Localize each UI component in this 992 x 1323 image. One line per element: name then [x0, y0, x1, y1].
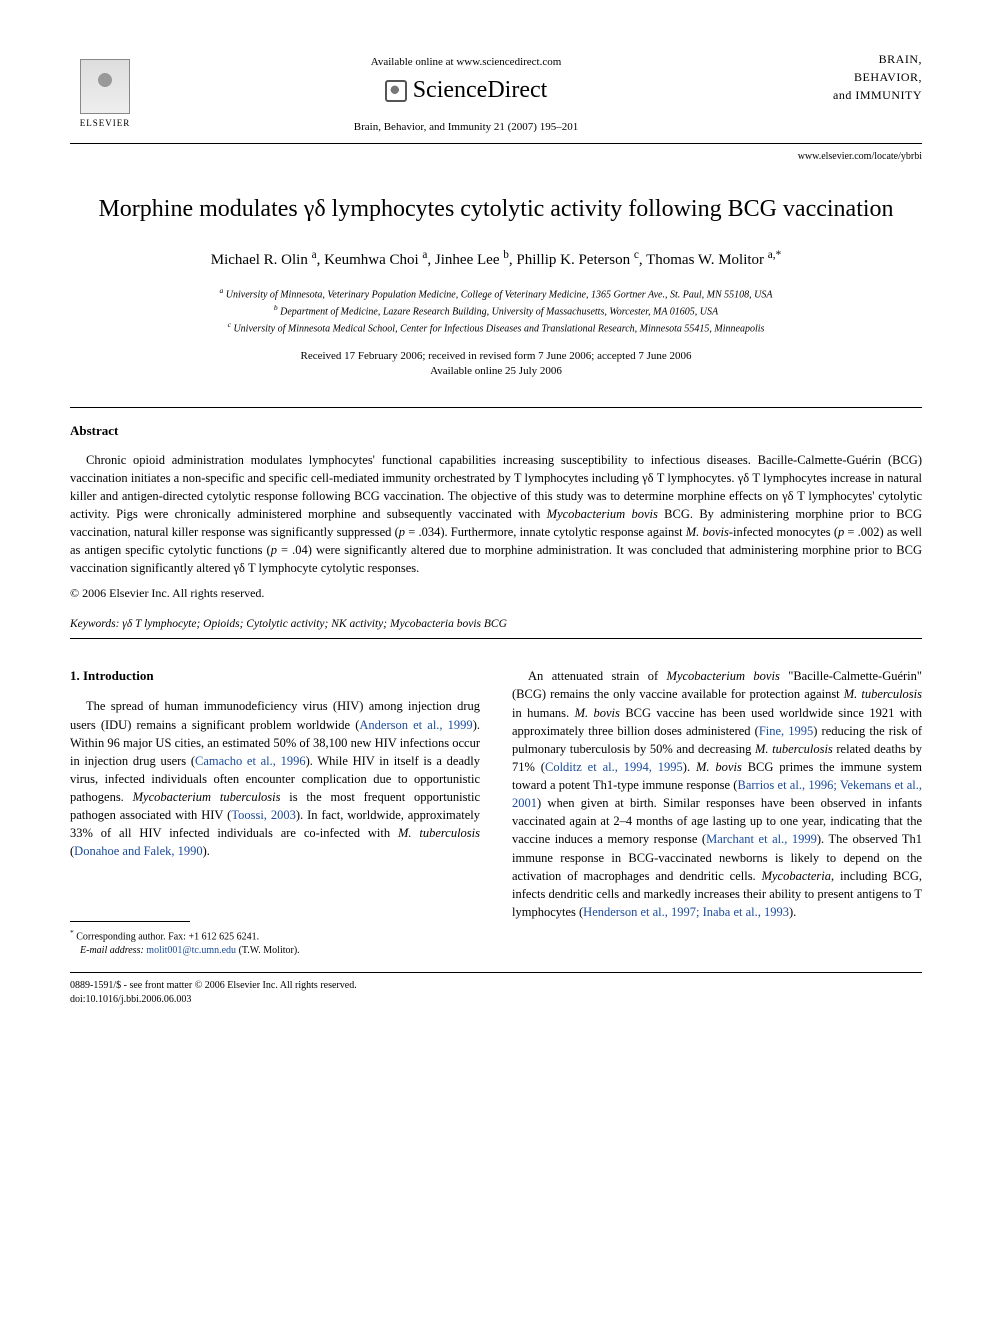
header-row: ELSEVIER Available online at www.science…	[70, 50, 922, 135]
received-date: Received 17 February 2006; received in r…	[70, 349, 922, 364]
journal-url[interactable]: www.elsevier.com/locate/ybrbi	[70, 150, 922, 164]
authors-list: Michael R. Olin a, Keumhwa Choi a, Jinhe…	[70, 248, 922, 271]
journal-reference: Brain, Behavior, and Immunity 21 (2007) …	[140, 120, 792, 135]
corresponding-text: Corresponding author. Fax: +1 612 625 62…	[76, 931, 259, 942]
header-rule	[70, 143, 922, 144]
doi-line: doi:10.1016/j.bbi.2006.06.003	[70, 993, 922, 1007]
left-column: 1. Introduction The spread of human immu…	[70, 667, 480, 958]
footer-rule	[70, 972, 922, 973]
keywords-text: γδ T lymphocyte; Opioids; Cytolytic acti…	[122, 618, 507, 630]
footnote-separator	[70, 921, 190, 922]
intro-paragraph-1: The spread of human immunodeficiency vir…	[70, 697, 480, 860]
right-column: An attenuated strain of Mycobacterium bo…	[512, 667, 922, 958]
abstract-copyright: © 2006 Elsevier Inc. All rights reserved…	[70, 585, 922, 602]
journal-name-line2: BEHAVIOR,	[792, 68, 922, 86]
issn-line: 0889-1591/$ - see front matter © 2006 El…	[70, 979, 922, 993]
affiliation-a: a University of Minnesota, Veterinary Po…	[70, 285, 922, 302]
affiliation-c: c University of Minnesota Medical School…	[70, 319, 922, 336]
keywords-rule	[70, 638, 922, 639]
abstract-heading: Abstract	[70, 422, 922, 440]
article-dates: Received 17 February 2006; received in r…	[70, 349, 922, 380]
abstract-top-rule	[70, 407, 922, 408]
abstract-text: Chronic opioid administration modulates …	[70, 451, 922, 578]
journal-name-line1: BRAIN,	[792, 50, 922, 68]
keywords: Keywords: γδ T lymphocyte; Opioids; Cyto…	[70, 616, 922, 632]
sciencedirect-icon	[385, 80, 407, 102]
article-title: Morphine modulates γδ lymphocytes cytoly…	[70, 194, 922, 225]
affiliation-b: b Department of Medicine, Lazare Researc…	[70, 302, 922, 319]
elsevier-logo: ELSEVIER	[70, 50, 140, 130]
email-link[interactable]: molit001@tc.umn.edu	[146, 945, 236, 956]
journal-title-box: BRAIN, BEHAVIOR, and IMMUNITY	[792, 50, 922, 104]
intro-heading: 1. Introduction	[70, 667, 480, 685]
available-online-text: Available online at www.sciencedirect.co…	[140, 55, 792, 70]
body-columns: 1. Introduction The spread of human immu…	[70, 667, 922, 958]
journal-name-line3: and IMMUNITY	[792, 86, 922, 104]
footer: 0889-1591/$ - see front matter © 2006 El…	[70, 979, 922, 1007]
intro-paragraph-2: An attenuated strain of Mycobacterium bo…	[512, 667, 922, 921]
sciencedirect-brand: ScienceDirect	[140, 74, 792, 108]
center-header: Available online at www.sciencedirect.co…	[140, 50, 792, 135]
elsevier-tree-icon	[80, 59, 130, 114]
elsevier-label: ELSEVIER	[80, 117, 131, 130]
sciencedirect-text: ScienceDirect	[413, 74, 548, 108]
email-person: (T.W. Molitor).	[239, 945, 300, 956]
online-date: Available online 25 July 2006	[70, 364, 922, 379]
email-label: E-mail address:	[80, 945, 144, 956]
affiliations: a University of Minnesota, Veterinary Po…	[70, 285, 922, 337]
corresponding-author-footnote: * Corresponding author. Fax: +1 612 625 …	[70, 928, 480, 958]
keywords-label: Keywords:	[70, 618, 119, 630]
